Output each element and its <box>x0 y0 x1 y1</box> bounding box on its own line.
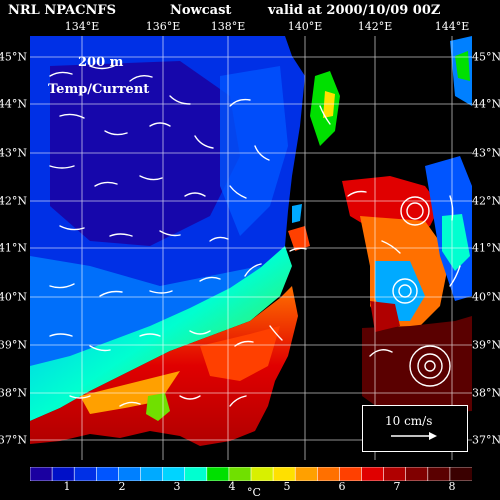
strait-patch <box>288 226 310 251</box>
lat-label: 43°N <box>472 146 500 160</box>
strait-patch <box>292 204 302 223</box>
colorbar-swatch <box>405 466 429 482</box>
lat-label: 37°N <box>472 433 500 447</box>
pacific-dark-water <box>362 316 472 416</box>
lat-label: 45°N <box>472 50 500 64</box>
colorbar-swatch <box>73 466 98 482</box>
lat-label: 44°N <box>472 97 500 111</box>
depth-label: 200 m <box>78 55 124 70</box>
latitude-labels-left: 45°N 44°N 43°N 42°N 41°N 40°N 39°N 38°N … <box>0 0 30 500</box>
lat-label: 44°N <box>0 97 27 111</box>
colorbar-swatch <box>449 466 473 482</box>
warm-eddy <box>146 393 170 421</box>
lon-label: 138°E <box>210 20 246 33</box>
warm-core-patch <box>80 371 180 414</box>
current-vectors <box>49 65 461 407</box>
colorbar-swatch <box>427 466 451 482</box>
latitude-labels-right: 45°N 44°N 43°N 42°N 41°N 40°N 39°N 38°N … <box>472 0 500 500</box>
colorbar-swatch <box>228 466 252 482</box>
colorbar-swatches <box>29 466 473 482</box>
valid-time: valid at 2000/10/09 00Z <box>268 3 441 18</box>
lat-label: 41°N <box>0 241 27 255</box>
colorbar-swatch <box>272 466 297 482</box>
lat-label: 39°N <box>0 338 27 352</box>
pacific-dark-water <box>370 301 400 332</box>
scale-arrow-icon <box>391 432 437 440</box>
graticule <box>30 36 472 460</box>
header: NRL NPACNFS Nowcast valid at 2000/10/09 … <box>0 0 500 22</box>
colorbar-swatch <box>184 466 208 482</box>
lat-label: 43°N <box>0 146 27 160</box>
lat-label: 38°N <box>472 386 500 400</box>
longitude-labels: 134°E 136°E 138°E 140°E 142°E 144°E <box>0 20 500 34</box>
scale-label: 10 cm/s <box>385 414 433 428</box>
colorbar-tick: 8 <box>448 480 456 493</box>
map-panel[interactable] <box>30 36 472 460</box>
pacific-water <box>442 214 470 271</box>
lat-label: 37°N <box>0 433 27 447</box>
lat-label: 42°N <box>0 194 27 208</box>
colorbar-swatch <box>96 466 120 482</box>
colorbar-swatch <box>29 466 53 482</box>
colorbar-swatch <box>51 466 76 482</box>
colorbar-unit: °C <box>247 486 261 499</box>
lat-label: 39°N <box>472 338 500 352</box>
product-title: Nowcast <box>170 3 232 18</box>
lon-label: 136°E <box>145 20 181 33</box>
colorbar-swatch <box>118 466 142 482</box>
colorbar-tick: 6 <box>338 480 346 493</box>
lat-label: 38°N <box>0 386 27 400</box>
lat-label: 40°N <box>472 290 500 304</box>
colorbar-swatch <box>339 466 363 482</box>
lon-label: 140°E <box>287 20 323 33</box>
sea-deep-blue-patch <box>50 61 240 246</box>
colorbar-tick: 7 <box>393 480 401 493</box>
warm-core-patch <box>200 326 280 381</box>
lat-label: 40°N <box>0 290 27 304</box>
transition-band <box>30 246 292 421</box>
colorbar-tick: 5 <box>283 480 291 493</box>
colorbar-swatch <box>140 466 164 482</box>
hokkaido-west-water <box>323 91 335 118</box>
source-title: NRL NPACNFS <box>8 3 116 18</box>
scale-legend: 10 cm/s <box>362 405 468 452</box>
colorbar-tick: 2 <box>118 480 126 493</box>
lat-label: 42°N <box>472 194 500 208</box>
lon-label: 134°E <box>64 20 100 33</box>
lon-label: 142°E <box>357 20 393 33</box>
lon-label: 144°E <box>434 20 470 33</box>
colorbar <box>29 466 473 482</box>
map-canvas <box>30 36 472 460</box>
colorbar-tick: 4 <box>228 480 236 493</box>
colorbar-swatch <box>294 466 319 482</box>
colorbar-tick: 3 <box>173 480 181 493</box>
colorbar-swatch <box>250 466 274 482</box>
lat-label: 45°N <box>0 50 27 64</box>
colorbar-swatch <box>361 466 385 482</box>
colorbar-swatch <box>206 466 230 482</box>
colorbar-swatch <box>316 466 341 482</box>
colorbar-ticks: 1 2 3 4 5 6 7 8 <box>30 480 472 494</box>
colorbar-swatch <box>162 466 186 482</box>
okhotsk-water <box>455 51 470 81</box>
colorbar-swatch <box>383 466 407 482</box>
colorbar-tick: 1 <box>63 480 71 493</box>
variables-label: Temp/Current <box>48 82 150 97</box>
lat-label: 41°N <box>472 241 500 255</box>
